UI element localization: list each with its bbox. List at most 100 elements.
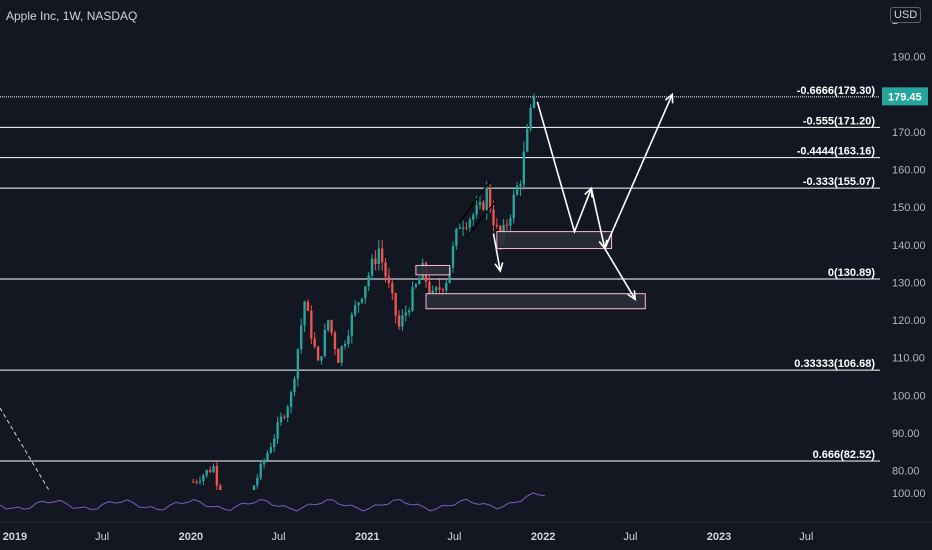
candle <box>303 301 306 326</box>
candle <box>526 128 529 152</box>
candle <box>293 378 296 393</box>
candle <box>202 475 205 482</box>
time-tick-label: 2022 <box>531 531 555 543</box>
currency-button[interactable]: USD <box>890 7 922 23</box>
time-tick-label: 2019 <box>3 531 27 543</box>
candle <box>455 228 458 247</box>
candle <box>316 346 320 361</box>
candle <box>343 344 347 347</box>
price-tick-label: 130.00 <box>892 277 926 289</box>
arrow-down-2 <box>590 188 606 249</box>
candle <box>233 530 235 534</box>
candle <box>300 325 303 350</box>
candle <box>360 298 364 303</box>
candle <box>411 287 414 311</box>
candle <box>380 248 384 263</box>
candle <box>340 346 343 363</box>
plot-area <box>0 92 880 534</box>
candle <box>414 284 418 288</box>
last-price-label: 179.45 <box>888 91 922 103</box>
candle <box>252 485 256 490</box>
candle <box>222 499 224 512</box>
fib-label: -0.555(171.20) <box>803 115 875 127</box>
candle <box>485 187 488 210</box>
arrow-down-3-head <box>627 290 637 301</box>
candle <box>488 187 492 210</box>
candle <box>445 282 448 291</box>
candle <box>529 107 532 129</box>
symbol-title: Apple Inc, 1W, NASDAQ <box>6 9 138 23</box>
candle <box>407 310 411 313</box>
candle <box>441 289 445 291</box>
candle <box>313 338 316 347</box>
arrow-small-head <box>494 262 504 273</box>
arrow-down-1-head <box>584 186 593 198</box>
fib-label: -0.6666(179.30) <box>797 85 876 97</box>
candle <box>195 481 198 483</box>
rsi-line <box>0 492 546 512</box>
candle <box>327 320 330 331</box>
fib-label: 0(130.89) <box>828 267 875 279</box>
candle <box>519 184 522 187</box>
time-tick-label: 2023 <box>707 531 731 543</box>
candle <box>249 492 251 500</box>
candle <box>286 407 289 418</box>
candle <box>347 335 350 345</box>
candle <box>367 275 370 287</box>
fib-label: -0.333(155.07) <box>803 176 875 188</box>
candle <box>434 287 438 291</box>
candle <box>515 186 519 195</box>
candle <box>468 219 472 228</box>
candle <box>259 463 262 478</box>
candle <box>478 202 482 206</box>
candle <box>212 466 215 473</box>
candle <box>364 286 367 299</box>
candle <box>475 205 478 215</box>
candle <box>428 281 431 294</box>
time-tick-label: Jul <box>272 531 286 543</box>
candle <box>509 218 512 226</box>
candle <box>226 512 228 522</box>
candle <box>512 194 515 219</box>
candle <box>289 392 293 408</box>
candle <box>431 290 434 294</box>
candle <box>296 349 300 379</box>
candle <box>397 315 401 327</box>
price-axis: 80.00 90.00 100.00 110.00 120.00 130.00 140.00… <box>892 15 926 478</box>
candle <box>495 225 499 227</box>
candle <box>377 248 380 264</box>
candle <box>438 287 441 290</box>
candle <box>350 314 353 336</box>
price-tick-label: 150.00 <box>892 202 926 214</box>
candle <box>482 202 485 210</box>
candle <box>458 227 461 229</box>
price-tick-label: 100.00 <box>892 390 926 402</box>
candle <box>472 214 475 220</box>
candle <box>374 258 377 264</box>
candle <box>333 332 337 350</box>
candle <box>522 151 526 185</box>
candle <box>283 416 286 418</box>
candle <box>229 522 231 534</box>
candle <box>306 301 310 311</box>
candle <box>256 477 259 486</box>
candle <box>465 227 468 229</box>
candle <box>262 460 266 464</box>
candle <box>320 356 323 361</box>
time-axis: 2019 Jul 2020 Jul 2021 Jul 2022 Jul 2023 Jul <box>3 531 814 543</box>
fib-label: -0.4444(163.16) <box>797 146 876 158</box>
price-tick-label: 160.00 <box>892 165 926 177</box>
candle <box>357 302 360 306</box>
candle <box>404 312 407 316</box>
time-tick-label: 2020 <box>179 531 203 543</box>
candle <box>273 438 276 448</box>
candle <box>323 330 326 357</box>
candle <box>354 305 357 315</box>
candle <box>279 416 283 423</box>
candle <box>330 320 333 333</box>
arrow-down-1 <box>536 101 593 235</box>
price-tick-label: 140.00 <box>892 240 926 252</box>
candle <box>219 485 222 490</box>
